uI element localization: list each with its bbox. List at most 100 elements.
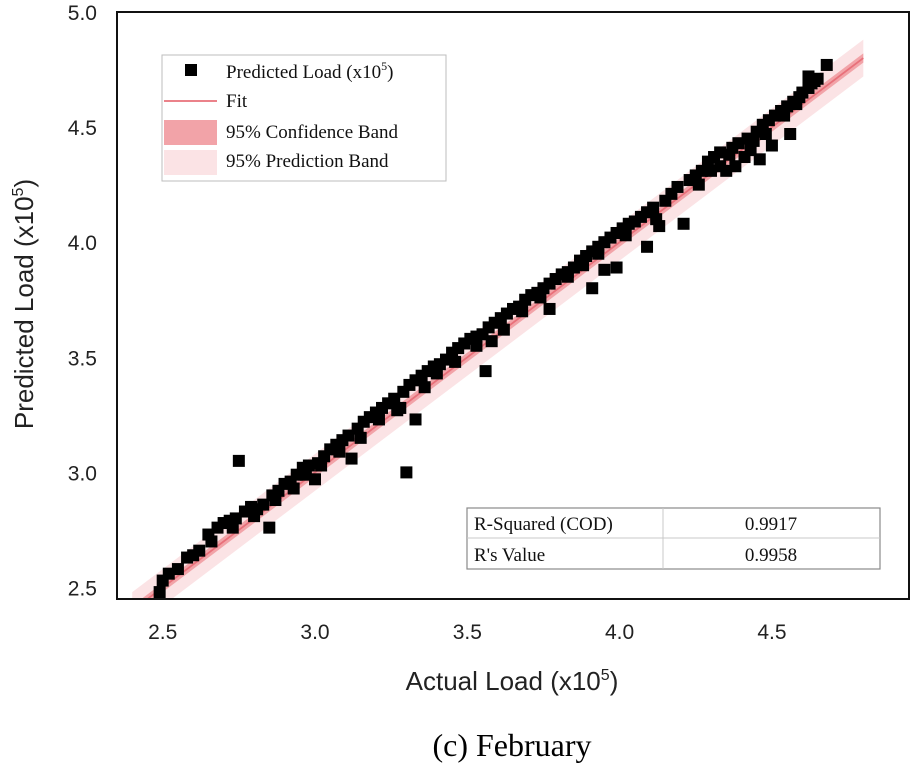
legend-label-confidence: 95% Confidence Band xyxy=(226,122,399,143)
legend-marker-swatch xyxy=(185,64,197,76)
data-point xyxy=(586,282,599,295)
x-tick-label: 4.0 xyxy=(605,621,634,644)
data-point xyxy=(485,335,498,348)
data-point xyxy=(302,459,315,472)
legend-prediction-swatch xyxy=(164,150,217,175)
data-point xyxy=(561,270,574,283)
data-point xyxy=(671,180,684,193)
data-point xyxy=(820,58,833,71)
figure-caption: (c) February xyxy=(432,727,591,763)
data-point xyxy=(778,109,791,122)
data-point xyxy=(647,201,660,214)
y-axis-ticks: 2.5 3.0 3.5 4.0 4.5 5.0 xyxy=(68,2,97,600)
data-point xyxy=(497,323,510,336)
data-point xyxy=(802,70,815,83)
data-point xyxy=(641,240,654,253)
y-tick-label: 5.0 xyxy=(68,2,97,25)
data-point xyxy=(315,459,328,472)
data-point xyxy=(747,134,760,147)
legend-confidence-swatch xyxy=(164,120,217,145)
data-point xyxy=(692,178,705,191)
data-point xyxy=(759,128,772,141)
data-point xyxy=(372,413,385,426)
data-point xyxy=(543,302,556,315)
data-point xyxy=(650,213,663,226)
data-point xyxy=(744,144,757,157)
data-point xyxy=(153,586,166,599)
data-point xyxy=(534,291,547,304)
data-point xyxy=(732,137,745,150)
data-point xyxy=(695,164,708,177)
data-point xyxy=(449,355,462,368)
stats-name-r-value: R's Value xyxy=(474,545,545,566)
data-point xyxy=(610,261,623,274)
x-axis-title: Actual Load (x105) xyxy=(406,666,619,696)
data-point xyxy=(354,431,367,444)
data-point xyxy=(263,521,276,534)
data-point xyxy=(723,148,736,161)
data-point xyxy=(714,146,727,159)
data-point xyxy=(342,429,355,442)
plot-frame xyxy=(116,11,910,600)
data-point xyxy=(765,139,778,152)
data-point xyxy=(811,72,824,85)
data-point xyxy=(479,365,492,378)
data-point xyxy=(232,454,245,467)
data-point xyxy=(677,217,690,230)
data-point xyxy=(418,381,431,394)
y-tick-label: 2.5 xyxy=(68,577,97,600)
data-points xyxy=(153,58,833,599)
stats-name-r-squared: R-Squared (COD) xyxy=(474,514,613,535)
data-point xyxy=(470,339,483,352)
y-tick-label: 3.5 xyxy=(68,347,97,370)
x-tick-label: 3.0 xyxy=(300,621,329,644)
data-point xyxy=(409,413,422,426)
data-point xyxy=(187,549,200,562)
data-point xyxy=(171,563,184,576)
data-point xyxy=(430,367,443,380)
data-point xyxy=(729,160,742,173)
data-point xyxy=(394,401,407,414)
data-point xyxy=(269,494,282,507)
stats-value-r-squared: 0.9917 xyxy=(745,514,797,535)
data-point xyxy=(598,263,611,276)
x-tick-label: 2.5 xyxy=(148,621,177,644)
legend-label-predicted: Predicted Load (x105) xyxy=(226,59,393,83)
data-point xyxy=(619,229,632,242)
x-axis-ticks: 2.5 3.0 3.5 4.0 4.5 xyxy=(148,621,786,644)
data-point xyxy=(248,510,261,523)
data-point xyxy=(309,473,321,486)
y-tick-label: 3.0 xyxy=(68,462,97,485)
data-point xyxy=(226,521,239,534)
data-point xyxy=(784,128,797,141)
y-tick-label: 4.0 xyxy=(68,232,97,255)
legend: Predicted Load (x105) Fit 95% Confidence… xyxy=(161,54,447,182)
data-point xyxy=(251,503,264,516)
legend-label-fit: Fit xyxy=(226,91,248,112)
data-point xyxy=(705,164,717,177)
data-point xyxy=(299,468,312,481)
data-point xyxy=(257,498,270,511)
data-point xyxy=(516,305,529,318)
data-point xyxy=(790,98,803,111)
data-point xyxy=(400,466,413,479)
x-tick-label: 4.5 xyxy=(757,621,786,644)
data-point xyxy=(287,482,300,495)
legend-label-prediction: 95% Prediction Band xyxy=(226,151,389,172)
stats-value-r-value: 0.9958 xyxy=(745,545,797,566)
data-point xyxy=(388,392,401,405)
data-point xyxy=(753,153,766,166)
data-point xyxy=(714,160,727,173)
data-point xyxy=(205,535,218,548)
stats-table: R-Squared (COD) 0.9917 R's Value 0.9958 xyxy=(466,507,881,570)
data-point xyxy=(592,247,605,260)
data-point xyxy=(577,259,590,272)
data-point xyxy=(229,512,242,525)
data-point xyxy=(333,445,346,458)
x-tick-label: 3.5 xyxy=(453,621,482,644)
y-axis-title: Predicted Load (x105) xyxy=(9,179,39,429)
data-point xyxy=(345,452,358,465)
y-tick-label: 4.5 xyxy=(68,117,97,140)
data-point xyxy=(162,567,175,580)
